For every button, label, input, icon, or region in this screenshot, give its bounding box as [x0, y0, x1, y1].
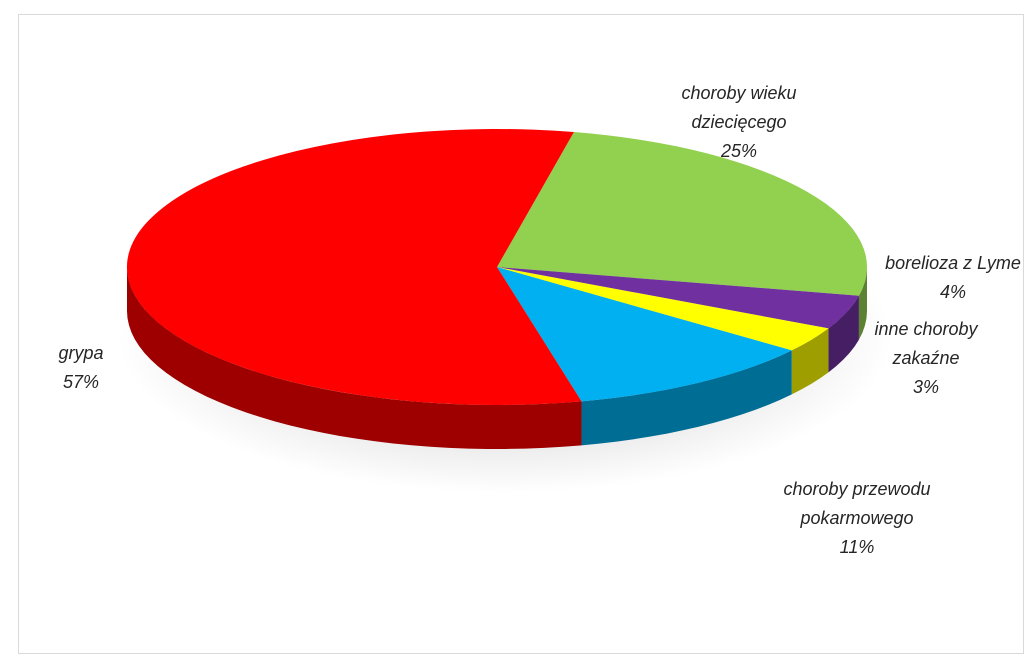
slice-name-label: grypa: [58, 343, 103, 363]
slice-percent-label: 11%: [840, 537, 875, 557]
slice-label: inne choroby zakaźne 3%: [874, 319, 978, 397]
slice-name-label: pokarmowego: [799, 508, 913, 528]
slice-name-label: zakaźne: [891, 348, 959, 368]
chart-area: choroby wieku dziecięcego 25% borelioza z L…: [18, 14, 1024, 654]
slice-name-label: choroby wieku: [681, 83, 796, 103]
pie-slice-side: [791, 328, 829, 395]
pie-chart: choroby wieku dziecięcego 25% borelioza z L…: [58, 83, 1020, 557]
pie-top: [126, 129, 867, 406]
pie-labels: choroby wieku dziecięcego 25% borelioza z L…: [58, 83, 1020, 557]
slice-name-label: inne choroby: [874, 319, 978, 339]
slice-label: borelioza z Lyme 4%: [885, 253, 1021, 302]
slice-percent-label: 4%: [940, 282, 966, 302]
slice-label: grypa 57%: [58, 343, 103, 392]
slice-name-label: dziecięcego: [691, 112, 786, 132]
pie-slice-side: [858, 267, 867, 340]
pie-slice: [497, 267, 792, 402]
pie-slice: [497, 132, 867, 296]
slice-label: choroby przewodu pokarmowego 11%: [783, 479, 930, 557]
pie-slice: [497, 267, 859, 329]
slice-label: choroby wieku dziecięcego 25%: [681, 83, 796, 161]
slice-name-label: choroby przewodu: [783, 479, 930, 499]
slice-percent-label: 25%: [720, 141, 757, 161]
pie-slice-side: [127, 267, 582, 449]
pie-slice: [126, 129, 582, 406]
slice-percent-label: 3%: [913, 377, 939, 397]
slice-percent-label: 57%: [63, 372, 99, 392]
pie-slice-side: [828, 295, 859, 373]
pie-sides: [127, 267, 867, 449]
slice-name-label: borelioza z Lyme: [885, 253, 1021, 273]
pie-slice: [497, 267, 829, 351]
pie-slice-side: [581, 350, 792, 446]
